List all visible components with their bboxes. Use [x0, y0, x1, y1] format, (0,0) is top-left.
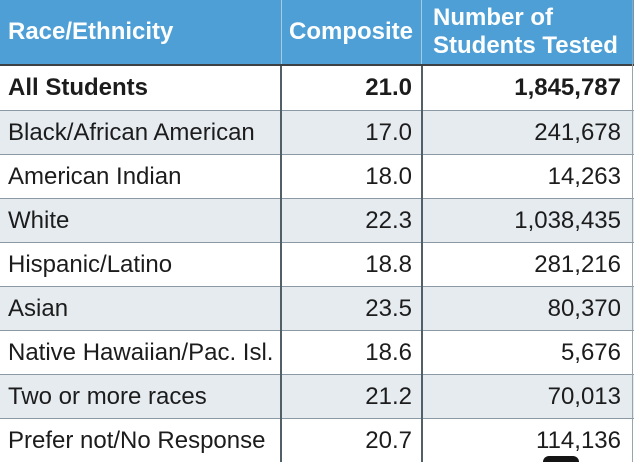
table-row: Native Hawaiian/Pac. Isl. 18.6 5,676: [0, 330, 634, 374]
row-label: Asian: [8, 294, 69, 322]
header-composite: Composite: [281, 0, 422, 64]
header-race-ethnicity-label: Race/Ethnicity: [8, 18, 174, 45]
row-composite-value: 21.2: [365, 382, 412, 410]
row-label: Two or more races: [8, 382, 207, 410]
row-students-value: 1,038,435: [514, 206, 621, 234]
row-label: Hispanic/Latino: [8, 250, 173, 278]
row-label: All Students: [8, 74, 149, 101]
row-composite-value: 18.0: [365, 162, 412, 190]
row-label: Prefer not/No Response: [8, 426, 266, 454]
row-label: American Indian: [8, 162, 182, 190]
table-header-row: Race/Ethnicity Composite Number of Stude…: [0, 0, 634, 66]
row-students-value: 114,136: [536, 426, 621, 454]
row-students-value: 1,845,787: [514, 74, 621, 101]
header-composite-label: Composite: [288, 18, 413, 45]
table-row: Hispanic/Latino 18.8 281,216: [0, 242, 634, 286]
table-row: Black/African American 17.0 241,678: [0, 110, 634, 154]
bottom-edge-black-bar: [543, 456, 579, 462]
row-composite-value: 23.5: [365, 294, 412, 322]
row-composite-value: 17.0: [365, 118, 412, 146]
row-composite-value: 22.3: [365, 206, 412, 234]
row-students-value: 5,676: [560, 338, 621, 366]
table-row: American Indian 18.0 14,263: [0, 154, 634, 198]
row-label: Black/African American: [8, 118, 255, 146]
row-students-value: 14,263: [547, 162, 621, 190]
row-students-value: 70,013: [547, 382, 621, 410]
header-students-tested-label: Number of Students Tested: [433, 4, 618, 59]
header-race-ethnicity: Race/Ethnicity: [0, 0, 281, 64]
row-composite-value: 20.7: [365, 426, 412, 454]
row-label: White: [8, 206, 70, 234]
row-students-value: 241,678: [534, 118, 621, 146]
table-body: All Students 21.0 1,845,787 Black/Africa…: [0, 66, 634, 462]
row-students-value: 80,370: [547, 294, 621, 322]
row-students-value: 281,216: [534, 250, 621, 278]
table-row: White 22.3 1,038,435: [0, 198, 634, 242]
header-students-tested: Number of Students Tested: [422, 0, 634, 64]
table-row: Prefer not/No Response 20.7 114,136: [0, 418, 634, 462]
row-composite-value: 21.0: [365, 74, 412, 101]
row-composite-value: 18.8: [365, 250, 412, 278]
table-row: Two or more races 21.2 70,013: [0, 374, 634, 418]
row-composite-value: 18.6: [365, 338, 412, 366]
table-row: All Students 21.0 1,845,787: [0, 66, 634, 110]
row-label: Native Hawaiian/Pac. Isl.: [8, 338, 274, 366]
table-row: Asian 23.5 80,370: [0, 286, 634, 330]
